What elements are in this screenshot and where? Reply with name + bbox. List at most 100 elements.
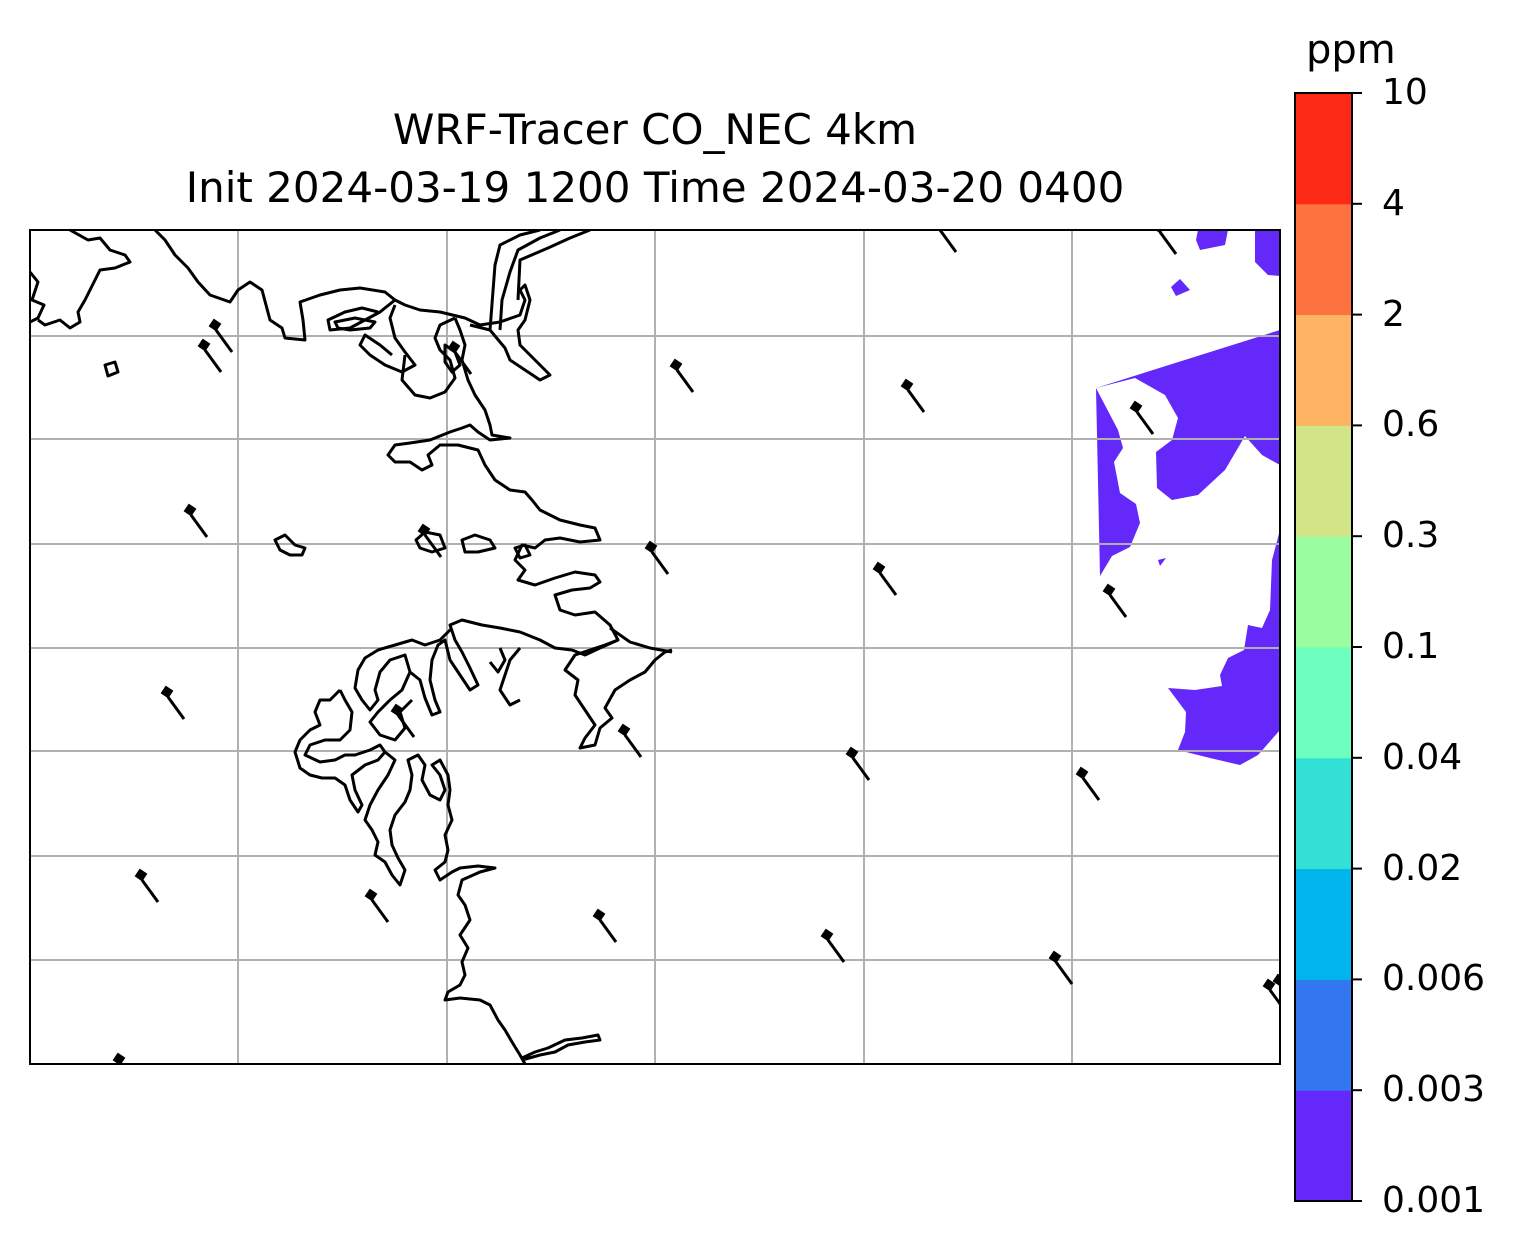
wind-barb-flag	[872, 561, 886, 575]
wind-barb-flag	[592, 908, 606, 922]
wind-barb	[134, 868, 160, 903]
wind-barb-shaft	[1158, 231, 1178, 255]
colorbar-tick-label: 0.02	[1382, 847, 1463, 889]
coastline-bay-west	[358, 304, 457, 400]
colorbar-tick-label: 0.006	[1382, 958, 1486, 1000]
wind-barb-shaft	[166, 696, 186, 720]
wind-barb-flag	[417, 523, 431, 537]
colorbar-tick-label: 4	[1382, 182, 1405, 224]
coastline-delta	[353, 618, 673, 717]
colorbar-tick-label: 0.6	[1382, 404, 1440, 446]
wind-barb-flag	[447, 340, 461, 354]
wind-barb	[872, 561, 898, 596]
tracer-region-south	[1096, 388, 1140, 576]
coastline-west-islands	[103, 360, 532, 560]
colorbar-band	[1295, 979, 1352, 1091]
tracer-patch-small	[1171, 279, 1190, 296]
map-title-line1: WRF-Tracer CO_NEC 4km	[392, 105, 918, 154]
wind-barb	[390, 703, 416, 738]
wind-barb	[1048, 950, 1074, 985]
wind-barb-shaft	[1054, 961, 1074, 985]
wind-barbs	[112, 230, 1280, 1064]
wind-barb-flag	[845, 746, 859, 760]
wind-barb	[197, 338, 223, 373]
wind-barb	[364, 888, 390, 923]
wind-barb-flag	[900, 378, 914, 392]
wind-barb-flag	[208, 318, 222, 332]
wind-barb-shaft	[453, 351, 473, 375]
wind-barb	[417, 523, 443, 558]
wind-barb-shaft	[203, 349, 223, 373]
wind-barb-shaft	[938, 230, 958, 253]
wind-barb	[183, 503, 209, 538]
map-gridlines	[30, 230, 1280, 1064]
wind-barb-flag	[1075, 766, 1089, 780]
wind-barb-shaft	[650, 551, 670, 575]
wind-barb-flag	[644, 540, 658, 554]
coastline-north	[30, 230, 552, 382]
wind-barb-flag	[160, 685, 174, 699]
wind-barb-shaft	[1268, 989, 1280, 1007]
colorbar-tick-label: 10	[1382, 72, 1428, 113]
coastline-south-tip	[521, 1033, 602, 1062]
wind-barb-flag	[134, 868, 148, 882]
tracer-patch-top	[1196, 230, 1228, 250]
wind-barb-shaft	[675, 369, 695, 393]
coastline-peninsula	[293, 647, 522, 814]
wind-barb-shaft	[396, 714, 416, 738]
wind-barb-flag	[1262, 978, 1276, 992]
map-title-line2: Init 2024-03-19 1200 Time 2024-03-20 040…	[185, 163, 1125, 212]
coastlines	[30, 230, 673, 1064]
colorbar-band	[1295, 203, 1352, 316]
wind-barb-shaft	[1108, 594, 1128, 618]
wind-barb-shaft	[906, 389, 926, 413]
wind-barb	[160, 685, 186, 720]
colorbar-band	[1295, 536, 1352, 648]
wind-barb-shaft	[1081, 777, 1101, 801]
wind-barb	[447, 340, 473, 375]
colorbar-tick-label: 0.1	[1382, 626, 1440, 667]
wind-barb-shaft	[214, 329, 234, 353]
wind-barb-flag	[820, 928, 834, 942]
wind-barb	[1155, 230, 1178, 255]
coastline-main	[386, 317, 673, 750]
wind-barb	[1102, 583, 1128, 618]
wind-barb	[112, 1052, 126, 1064]
wind-barb-shaft	[826, 939, 846, 963]
wind-barb-shaft	[623, 734, 643, 758]
wind-barb-shaft	[120, 1063, 122, 1064]
wind-barb-flag	[364, 888, 378, 902]
tracer-patch-mid	[1158, 558, 1166, 566]
wind-barb	[900, 378, 926, 413]
colorbar-tick-label: 2	[1382, 293, 1405, 335]
wind-barb-shaft	[1278, 985, 1280, 988]
wind-barb	[644, 540, 670, 575]
wind-barb-shaft	[423, 534, 443, 558]
colorbar-tick-label: 0.04	[1382, 736, 1463, 778]
wind-barb	[820, 928, 846, 963]
map-panel	[30, 230, 1280, 1064]
colorbar-band	[1295, 647, 1352, 759]
colorbar	[1294, 92, 1362, 1202]
wind-barb	[1262, 978, 1280, 1007]
coastline-river-channel	[488, 230, 591, 331]
wind-barb-flag	[669, 358, 683, 372]
map-frame	[29, 229, 1281, 1065]
wind-barb	[617, 723, 643, 758]
wind-barb-flag	[1272, 973, 1280, 987]
wind-barb-shaft	[1135, 411, 1155, 435]
wind-barb	[208, 318, 234, 353]
wind-barb-shaft	[189, 514, 209, 538]
coastline-south	[363, 750, 527, 1064]
colorbar-band	[1295, 93, 1352, 205]
wind-barb-flag	[197, 338, 211, 352]
wind-barb-flag	[1048, 950, 1062, 964]
colorbar-band	[1295, 868, 1352, 980]
wind-barb-shaft	[851, 757, 871, 781]
colorbar-tick-label: 0.3	[1382, 515, 1440, 557]
wind-barb	[845, 746, 871, 781]
wind-barb-shaft	[598, 919, 618, 943]
wind-barb	[592, 908, 618, 943]
wind-barb-shaft	[140, 879, 160, 903]
